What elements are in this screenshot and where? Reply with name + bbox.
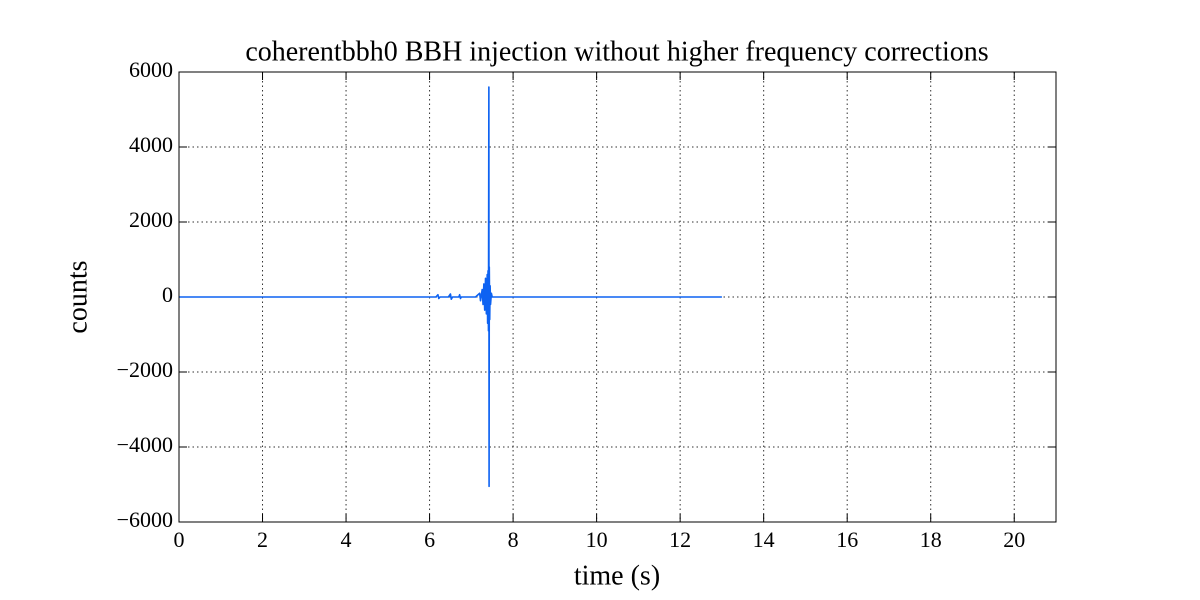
x-tick-label: 16 (836, 527, 858, 552)
x-tick-label: 18 (920, 527, 942, 552)
y-tick-label: −6000 (117, 507, 173, 532)
y-tick-label: 4000 (129, 132, 173, 157)
chart-title: coherentbbh0 BBH injection without highe… (245, 36, 988, 67)
x-tick-label: 10 (586, 527, 608, 552)
y-tick-label: −2000 (117, 357, 173, 382)
x-tick-label: 14 (753, 527, 775, 552)
y-tick-label: 6000 (129, 57, 173, 82)
x-tick-label: 12 (669, 527, 691, 552)
x-tick-label: 0 (174, 527, 185, 552)
x-tick-label: 20 (1003, 527, 1025, 552)
x-tick-label: 2 (257, 527, 268, 552)
plot-frame (178, 71, 1057, 523)
x-tick-label: 6 (424, 527, 435, 552)
x-tick-label: 8 (508, 527, 519, 552)
y-tick-label: 2000 (129, 207, 173, 232)
y-tick-label: 0 (162, 282, 173, 307)
x-axis-label: time (s) (574, 560, 660, 591)
y-axis-label: counts (62, 260, 93, 333)
x-tick-label: 4 (341, 527, 352, 552)
data-line (179, 86, 722, 488)
y-tick-label: −4000 (117, 432, 173, 457)
